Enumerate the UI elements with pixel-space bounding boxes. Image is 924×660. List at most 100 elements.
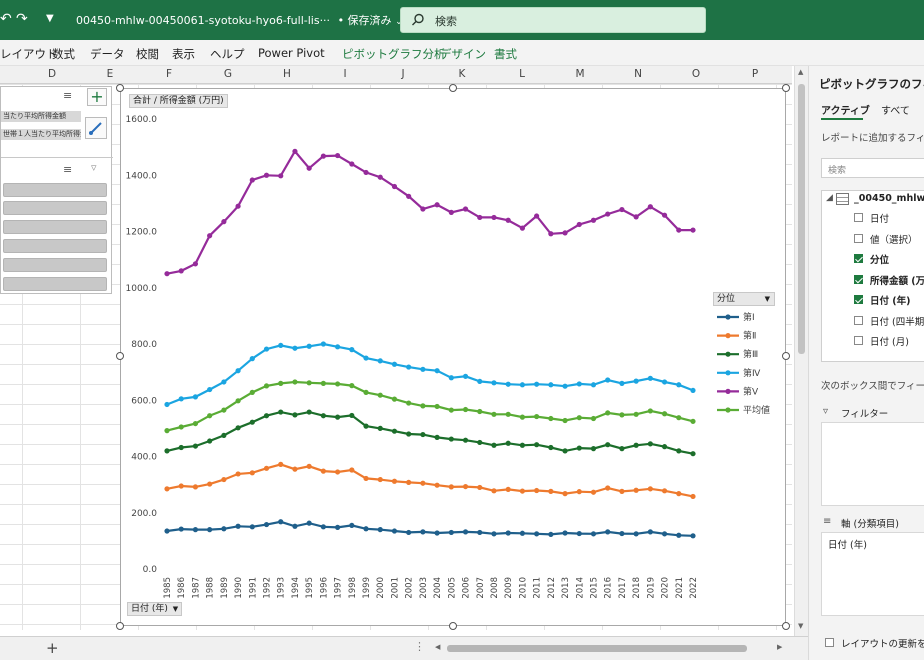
resize-handle[interactable]: [449, 84, 457, 92]
field-checkbox[interactable]: [854, 336, 863, 345]
defer-update-checkbox[interactable]: [825, 638, 834, 647]
data-point: [676, 448, 682, 454]
slicer-panel[interactable]: ≡ + 当たり平均所得金額 世帯１人当たり平均所得金 ≡ ▿: [0, 86, 113, 294]
slicer-button[interactable]: [3, 277, 107, 291]
document-title[interactable]: 00450-mhlw-00450061-syotoku-hyo6-full-li…: [76, 12, 403, 28]
tab-active-fields[interactable]: アクティブ: [821, 106, 870, 117]
field-checkbox[interactable]: [854, 213, 863, 222]
search-box[interactable]: 検索: [400, 7, 706, 33]
column-header[interactable]: K: [458, 68, 466, 80]
multi-select-icon[interactable]: ≡: [63, 89, 73, 102]
x-tick-label: 1986: [177, 577, 187, 599]
scroll-up-icon[interactable]: ▲: [798, 68, 804, 76]
scrollbar-thumb[interactable]: [798, 84, 805, 354]
add-sheet-button[interactable]: +: [46, 639, 59, 657]
legend-field-button[interactable]: 分位 ▼: [713, 292, 775, 306]
data-point: [534, 381, 540, 387]
field-checkbox[interactable]: [854, 315, 863, 325]
field-checkbox[interactable]: [854, 295, 863, 304]
tab-data[interactable]: データ: [90, 47, 125, 61]
field-label[interactable]: 分位: [870, 255, 890, 266]
column-header[interactable]: J: [401, 68, 405, 80]
column-header[interactable]: O: [691, 68, 701, 80]
field-checkbox[interactable]: [854, 274, 863, 284]
field-label[interactable]: 値（選択）: [870, 234, 918, 246]
field-label[interactable]: 日付 (年): [870, 296, 911, 307]
column-header[interactable]: F: [165, 68, 173, 80]
field-label[interactable]: 日付: [870, 214, 890, 225]
tab-format[interactable]: 書式: [494, 47, 517, 61]
tab-design[interactable]: デザイン: [440, 47, 486, 61]
resize-handle[interactable]: [449, 622, 457, 630]
tab-view[interactable]: 表示: [172, 47, 195, 61]
tab-pivotchart-analyze[interactable]: ピボットグラフ分析: [342, 47, 446, 61]
column-header[interactable]: L: [519, 68, 525, 80]
resize-handle[interactable]: [116, 622, 124, 630]
scroll-down-icon[interactable]: ▼: [798, 622, 804, 630]
scroll-left-icon[interactable]: ◀: [435, 643, 441, 651]
data-point: [178, 444, 184, 451]
data-point: [192, 443, 199, 449]
column-header[interactable]: I: [343, 68, 347, 80]
slicer-button[interactable]: [3, 239, 107, 253]
filters-drop-area[interactable]: [821, 422, 924, 506]
tab-review[interactable]: 校閲: [136, 47, 159, 61]
pivot-chart[interactable]: 合計 / 所得金額 (万円) 0.0 200.0 400.0 600.0 800.0 10…: [120, 88, 786, 626]
data-point: [406, 400, 412, 406]
undo-icon[interactable]: ↶: [0, 11, 12, 27]
slicer-item[interactable]: 世帯１人当たり平均所得金: [1, 129, 81, 140]
field-search-input[interactable]: 検索: [821, 158, 924, 178]
field-label[interactable]: 所得金額 (万: [870, 275, 924, 287]
resize-handle[interactable]: [782, 622, 790, 630]
collapse-icon[interactable]: ◢: [826, 193, 833, 203]
slicer-button[interactable]: [3, 258, 107, 272]
data-point: [164, 528, 170, 534]
axis-drop-area[interactable]: 日付 (年): [821, 532, 924, 616]
field-label[interactable]: 日付 (月): [870, 337, 909, 348]
field-checkbox[interactable]: [854, 233, 863, 243]
tab-all-fields[interactable]: すべて: [881, 106, 910, 117]
resize-handle[interactable]: [782, 84, 790, 92]
column-header[interactable]: G: [223, 68, 233, 80]
column-header[interactable]: E: [106, 68, 114, 80]
slicer-button[interactable]: [3, 220, 107, 234]
tab-formulas[interactable]: 数式: [52, 47, 75, 61]
horizontal-scrollbar[interactable]: ◀ ▶: [435, 642, 787, 654]
column-header[interactable]: D: [47, 68, 57, 80]
field-label[interactable]: 日付 (四半期: [870, 316, 924, 328]
column-header[interactable]: M: [575, 68, 585, 80]
column-header[interactable]: H: [283, 68, 291, 80]
field-checkbox[interactable]: [854, 254, 863, 263]
axis-field-item[interactable]: 日付 (年): [828, 540, 867, 551]
scroll-right-icon[interactable]: ▶: [777, 643, 783, 651]
resize-handle[interactable]: [782, 352, 790, 360]
slicer-button[interactable]: [3, 201, 107, 215]
resize-handle[interactable]: [116, 352, 124, 360]
data-point: [448, 436, 454, 442]
scrollbar-thumb[interactable]: [447, 645, 747, 652]
quick-access-dropdown-icon[interactable]: ▼: [46, 13, 54, 24]
data-point: [491, 531, 497, 537]
redo-icon[interactable]: ↷: [16, 11, 28, 27]
tab-help[interactable]: ヘルプ: [210, 47, 245, 61]
data-point: [263, 465, 270, 471]
vertical-scrollbar[interactable]: ▲ ▼: [794, 66, 808, 636]
add-icon[interactable]: +: [87, 88, 107, 106]
y-tick-label: 1000.0: [126, 284, 158, 294]
slicer-item[interactable]: 当たり平均所得金額: [1, 111, 81, 122]
brush-icon[interactable]: [85, 117, 107, 139]
tab-power-pivot[interactable]: Power Pivot: [258, 46, 325, 60]
multi-select-icon[interactable]: ≡: [63, 163, 73, 176]
column-header[interactable]: P: [751, 68, 759, 80]
data-point: [306, 165, 312, 171]
more-options-icon[interactable]: ⋮: [414, 640, 425, 653]
value-field-button[interactable]: 合計 / 所得金額 (万円): [129, 94, 228, 108]
slicer-button[interactable]: [3, 183, 107, 197]
data-point: [633, 378, 639, 384]
tab-page-layout[interactable]: レイアウト: [0, 47, 58, 61]
column-header[interactable]: N: [634, 68, 642, 80]
resize-handle[interactable]: [116, 84, 124, 92]
clear-filter-icon[interactable]: ▿: [91, 161, 97, 174]
axis-field-button[interactable]: 日付 (年) ▼: [127, 602, 183, 616]
data-point: [619, 206, 625, 213]
